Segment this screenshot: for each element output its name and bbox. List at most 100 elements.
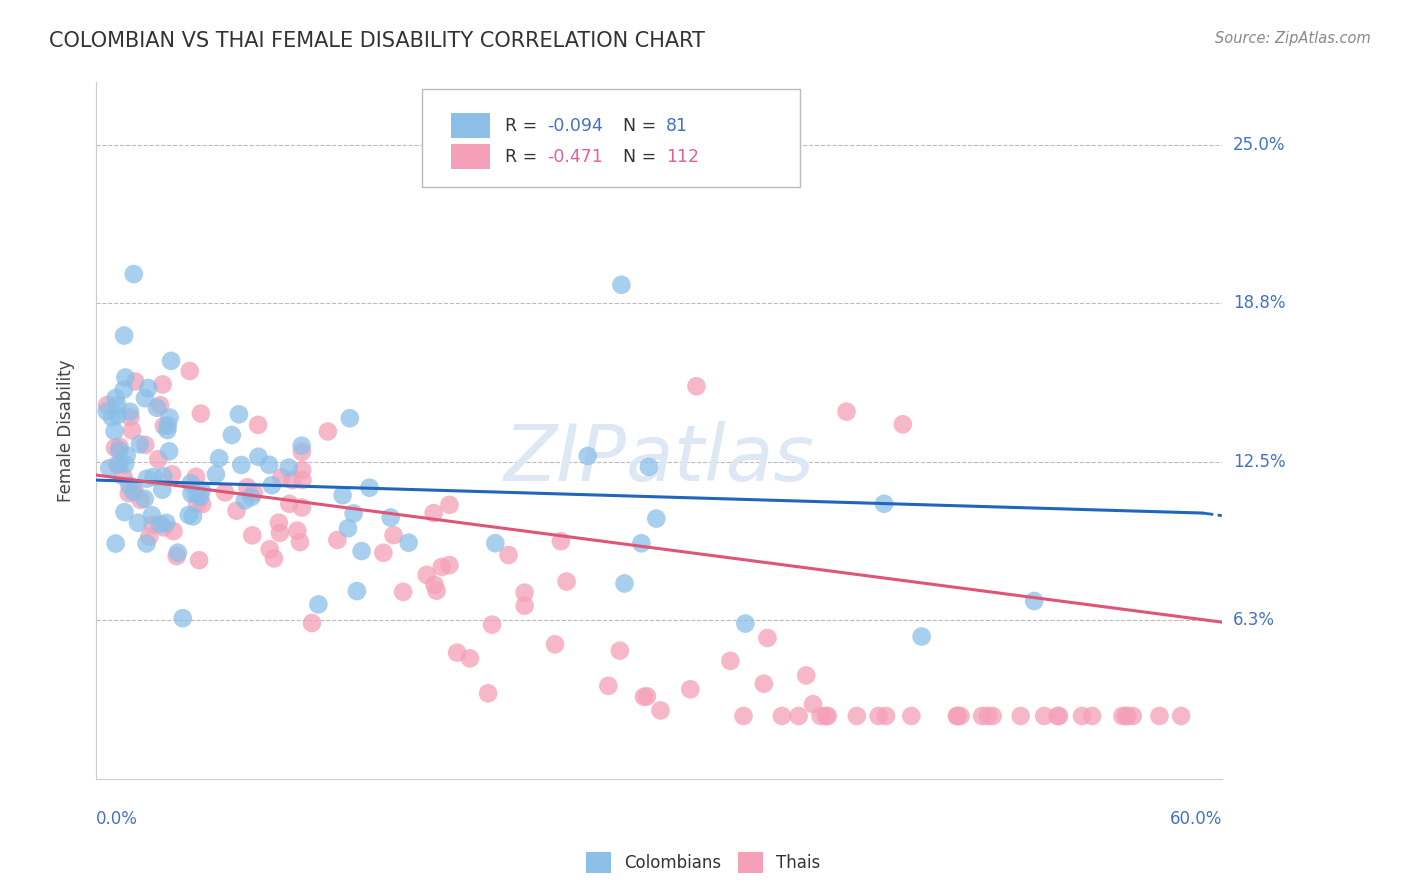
Point: [645, 511, 668, 525]
Point: [810, 709, 832, 723]
Point: [316, 425, 339, 439]
Text: 60.0%: 60.0%: [1170, 810, 1222, 828]
Point: [240, 528, 263, 542]
Point: [184, 470, 207, 484]
Point: [423, 578, 446, 592]
Point: [260, 478, 283, 492]
Point: [1111, 709, 1133, 723]
Point: [1170, 709, 1192, 723]
Point: [107, 409, 129, 423]
Point: [415, 567, 437, 582]
Point: [263, 551, 285, 566]
Point: [180, 486, 202, 500]
Text: Source: ZipAtlas.com: Source: ZipAtlas.com: [1215, 31, 1371, 46]
Point: [794, 668, 817, 682]
Point: [801, 697, 824, 711]
Point: [104, 441, 127, 455]
Point: [160, 467, 183, 482]
Point: [1149, 709, 1171, 723]
Point: [122, 485, 145, 500]
Point: [756, 631, 779, 645]
Point: [152, 520, 174, 534]
Text: 0.0%: 0.0%: [96, 810, 138, 828]
Point: [129, 493, 152, 508]
Point: [108, 457, 131, 471]
Point: [124, 483, 146, 497]
Point: [770, 709, 793, 723]
Point: [257, 458, 280, 472]
Point: [157, 444, 180, 458]
Point: [128, 437, 150, 451]
Point: [633, 690, 655, 704]
Point: [288, 535, 311, 549]
Point: [146, 401, 169, 415]
Point: [346, 584, 368, 599]
Point: [150, 483, 173, 497]
Point: [970, 709, 993, 723]
Text: R =: R =: [505, 117, 543, 135]
Point: [398, 535, 420, 549]
Point: [875, 709, 897, 723]
Point: [949, 709, 972, 723]
Text: COLOMBIAN VS THAI FEMALE DISABILITY CORRELATION CHART: COLOMBIAN VS THAI FEMALE DISABILITY CORR…: [49, 31, 704, 51]
FancyBboxPatch shape: [451, 113, 491, 138]
Point: [124, 375, 146, 389]
Text: N =: N =: [623, 117, 662, 135]
Point: [153, 418, 176, 433]
Point: [190, 407, 212, 421]
Point: [240, 490, 263, 504]
Point: [513, 599, 536, 613]
Point: [152, 377, 174, 392]
Point: [422, 506, 444, 520]
Point: [458, 651, 481, 665]
Point: [101, 410, 124, 425]
Point: [1081, 709, 1104, 723]
Point: [105, 458, 128, 472]
Point: [114, 505, 136, 519]
Point: [180, 476, 202, 491]
Point: [981, 709, 1004, 723]
Point: [285, 524, 308, 538]
Point: [291, 439, 314, 453]
Point: [118, 486, 141, 500]
Point: [162, 524, 184, 539]
Point: [636, 690, 658, 704]
Point: [439, 498, 461, 512]
Point: [835, 404, 858, 418]
Text: 18.8%: 18.8%: [1233, 293, 1285, 311]
Point: [114, 457, 136, 471]
Point: [685, 379, 707, 393]
Point: [228, 407, 250, 421]
Point: [236, 480, 259, 494]
Point: [332, 488, 354, 502]
Point: [307, 598, 329, 612]
Point: [156, 423, 179, 437]
Point: [301, 615, 323, 630]
Point: [172, 611, 194, 625]
Point: [166, 549, 188, 564]
Point: [598, 679, 620, 693]
Point: [112, 328, 135, 343]
Point: [142, 470, 165, 484]
Point: [269, 525, 291, 540]
Point: [166, 546, 188, 560]
Point: [291, 500, 314, 515]
Text: 25.0%: 25.0%: [1233, 136, 1285, 154]
Point: [576, 449, 599, 463]
Point: [1046, 709, 1069, 723]
Point: [900, 709, 922, 723]
Point: [291, 445, 314, 459]
Point: [104, 391, 127, 405]
Point: [186, 496, 208, 510]
Point: [426, 583, 449, 598]
Point: [115, 449, 138, 463]
Point: [118, 478, 141, 492]
Point: [108, 443, 131, 458]
Point: [135, 536, 157, 550]
Point: [96, 404, 118, 418]
Point: [498, 548, 520, 562]
Point: [630, 536, 652, 550]
Point: [359, 481, 381, 495]
Point: [430, 560, 453, 574]
FancyBboxPatch shape: [451, 144, 491, 169]
